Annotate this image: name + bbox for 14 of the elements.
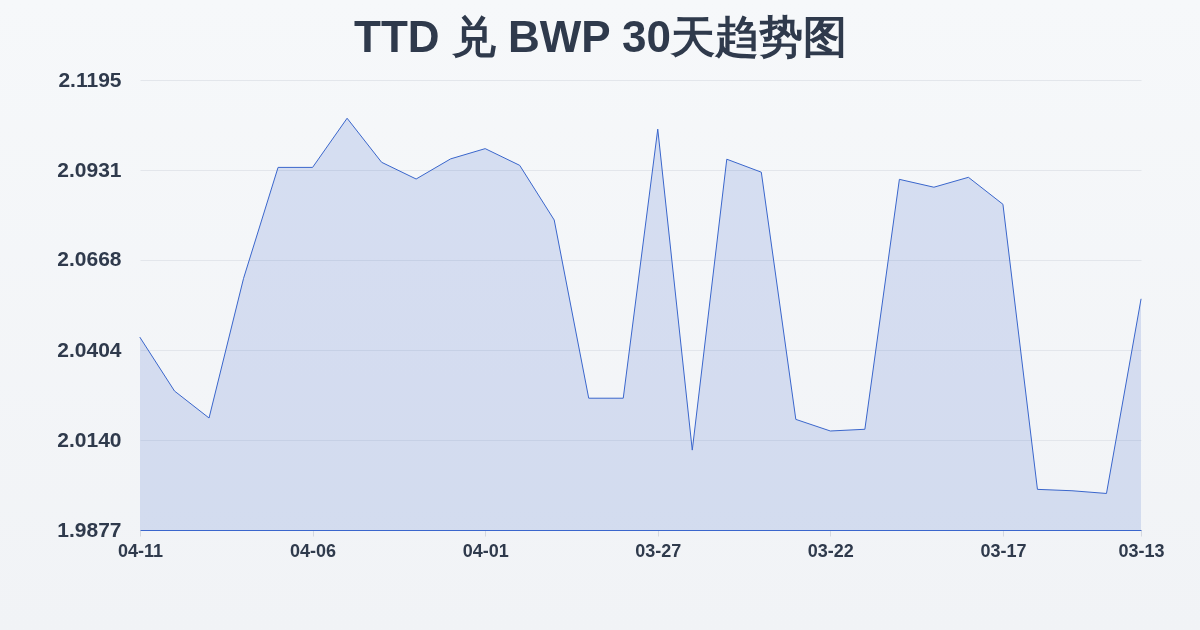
y-tick-label: 2.1195 <box>58 67 122 91</box>
x-tick-label: 03-13 <box>1118 540 1165 561</box>
x-tick-label: 03-22 <box>807 540 854 561</box>
chart-title: TTD 兑 BWP 30天趋势图 <box>353 12 848 61</box>
y-tick-label: 2.0140 <box>57 427 122 451</box>
y-tick-label: 2.0931 <box>57 157 122 181</box>
x-tick-label: 03-27 <box>635 540 682 561</box>
y-tick-label: 2.0668 <box>57 247 122 271</box>
y-tick-label: 1.9877 <box>57 517 122 541</box>
y-tick-label: 2.0404 <box>57 337 122 361</box>
x-tick-label: 04-01 <box>462 540 509 561</box>
x-tick-label: 04-11 <box>117 540 164 561</box>
x-tick-label: 04-06 <box>290 540 337 561</box>
x-tick-label: 03-17 <box>980 540 1027 561</box>
